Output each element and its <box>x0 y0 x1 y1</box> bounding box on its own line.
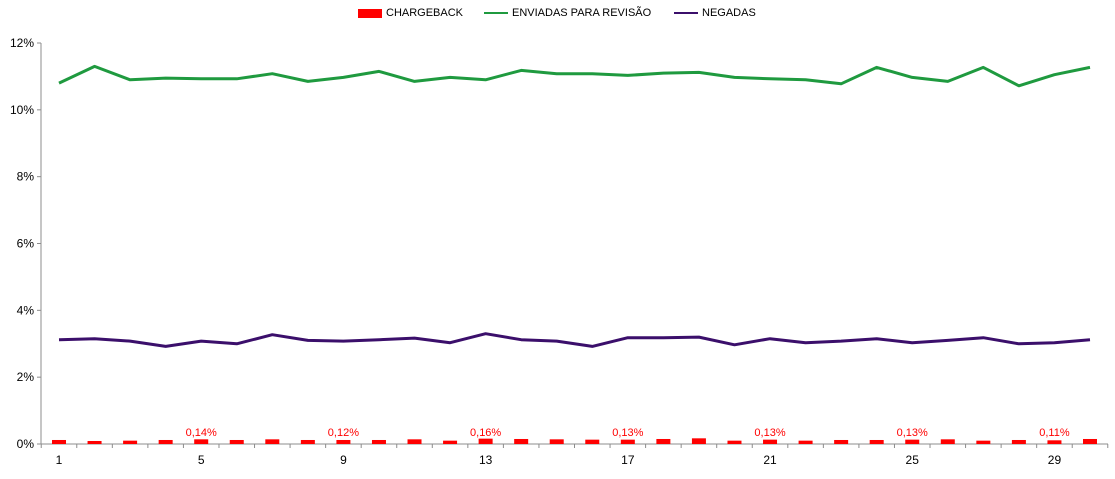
legend-label-chargeback: CHARGEBACK <box>386 7 464 19</box>
x-tick-label: 5 <box>198 453 205 467</box>
chargeback-bar <box>52 439 66 444</box>
y-tick-label: 12% <box>10 36 34 50</box>
y-axis: 0% 2% 4% 6% 8% 10% 12% <box>10 36 42 451</box>
x-tick-label: 29 <box>1048 453 1062 467</box>
x-tick-label: 9 <box>340 453 347 467</box>
chargeback-bar <box>798 440 813 444</box>
chargeback-bar <box>123 440 138 444</box>
chargeback-bar <box>265 439 280 444</box>
chargeback-bars <box>52 438 1097 444</box>
chargeback-data-label: 0,12% <box>328 427 359 439</box>
chargeback-data-label: 0,16% <box>470 427 501 439</box>
y-tick-label: 2% <box>17 370 35 384</box>
chargeback-bar <box>478 438 493 444</box>
chargeback-data-label: 0,13% <box>612 427 643 439</box>
chargeback-data-label: 0,14% <box>186 427 217 439</box>
x-tick-label: 13 <box>479 453 493 467</box>
chargeback-bar <box>834 439 849 444</box>
chargeback-bar <box>300 439 315 444</box>
x-tick-label: 21 <box>763 453 777 467</box>
chargeback-data-label: 0,11% <box>1039 427 1070 439</box>
y-tick-label: 6% <box>17 237 35 251</box>
legend-swatch-negadas <box>674 12 698 14</box>
x-tick-label: 17 <box>621 453 635 467</box>
chargeback-data-label: 0,13% <box>897 427 928 439</box>
chargeback-bar <box>371 439 386 444</box>
chart-legend: CHARGEBACK ENVIADAS PARA REVISÃO NEGADAS <box>0 7 1115 25</box>
x-tick-label: 1 <box>56 453 63 467</box>
series-lines <box>58 64 1091 348</box>
chargeback-data-label: 0,13% <box>754 427 785 439</box>
legend-item-chargeback: CHARGEBACK <box>358 7 463 19</box>
chargeback-bar <box>229 439 244 444</box>
chargeback-bar <box>691 438 706 444</box>
chargeback-bar <box>940 439 955 444</box>
legend-label-negadas: NEGADAS <box>702 7 756 19</box>
chargeback-bar <box>763 439 778 444</box>
chargeback-bar <box>976 440 991 444</box>
chargeback-bar <box>1083 438 1097 444</box>
chargeback-bar <box>443 440 458 444</box>
data-labels: 0,14% 0,12% 0,16% 0,13% 0,13% 0,13% 0,11% <box>186 427 1070 439</box>
chargeback-bar <box>869 439 884 444</box>
chargeback-bar <box>1011 439 1026 444</box>
chargeback-bar <box>585 439 600 444</box>
y-tick-label: 8% <box>17 170 35 184</box>
chargeback-bar <box>87 440 102 444</box>
legend-item-enviadas: ENVIADAS PARA REVISÃO <box>484 7 651 19</box>
chargeback-bar <box>656 438 671 444</box>
x-axis: 1 5 9 13 17 21 25 29 <box>40 443 1109 467</box>
chargeback-bar <box>1047 440 1062 444</box>
legend-swatch-chargeback <box>358 8 382 18</box>
legend-swatch-enviadas <box>484 12 508 14</box>
chargeback-bar <box>727 440 742 444</box>
chargeback-bar <box>905 439 920 444</box>
chargeback-bar <box>194 439 209 444</box>
negadas-line <box>58 332 1091 348</box>
chargeback-bar <box>549 439 564 444</box>
chargeback-bar <box>336 439 351 444</box>
y-tick-label: 4% <box>17 303 35 317</box>
chargeback-bar <box>158 439 173 444</box>
y-tick-label: 10% <box>10 103 34 117</box>
x-tick-label: 25 <box>906 453 920 467</box>
chargeback-bar <box>514 438 529 444</box>
y-tick-label: 0% <box>17 437 35 451</box>
chargeback-bar <box>620 439 635 444</box>
chargeback-bar <box>407 439 422 444</box>
legend-item-negadas: NEGADAS <box>674 7 756 19</box>
legend-label-enviadas: ENVIADAS PARA REVISÃO <box>512 7 652 19</box>
enviadas-line <box>58 64 1091 88</box>
